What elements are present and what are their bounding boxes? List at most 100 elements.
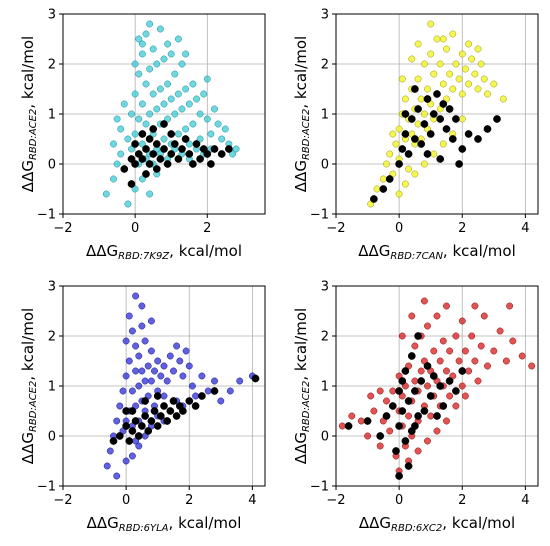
highlight-point: [417, 140, 426, 148]
highlight-point: [385, 175, 394, 183]
scatter-point: [389, 387, 397, 395]
scatter-point: [383, 160, 390, 168]
highlight-point: [401, 367, 410, 375]
highlight-point: [423, 362, 432, 370]
scatter-point: [146, 20, 154, 28]
highlight-point: [147, 417, 156, 425]
scatter-point: [147, 317, 155, 325]
scatter-point: [411, 170, 419, 178]
scatter-point: [465, 40, 473, 48]
scatter-point: [496, 327, 504, 335]
scatter-point: [135, 70, 143, 78]
highlight-point: [167, 130, 176, 138]
scatter-point: [138, 322, 146, 330]
highlight-point: [436, 115, 445, 123]
x-axis-label: ΔΔGRBD:7CAN, kcal/mol: [358, 242, 516, 262]
scatter-point: [138, 302, 146, 310]
scatter-point: [449, 30, 457, 38]
x-tick-label: 2: [185, 493, 193, 508]
highlight-point: [189, 160, 197, 168]
scatter-point: [141, 337, 149, 345]
scatter-point: [474, 377, 482, 385]
y-axis-label-unit: , kcal/mol: [19, 36, 37, 109]
highlight-point: [131, 417, 140, 425]
scatter-point: [506, 302, 514, 310]
highlight-point: [407, 115, 416, 123]
highlight-point: [407, 352, 416, 360]
highlight-point: [225, 145, 233, 153]
scatter-point: [367, 392, 375, 400]
highlight-point: [452, 115, 460, 123]
scatter-point: [398, 332, 406, 340]
scatter-point: [386, 150, 394, 158]
highlight-point: [404, 150, 413, 158]
scatter-point: [122, 457, 130, 465]
scatter-point: [401, 95, 409, 103]
highlight-point: [115, 432, 124, 440]
highlight-point: [401, 437, 410, 445]
highlight-point: [433, 412, 441, 420]
scatter-point: [171, 110, 179, 118]
scatter-point: [455, 75, 463, 83]
scatter-point: [443, 45, 450, 53]
x-tick-label: 4: [521, 493, 529, 508]
highlight-point: [125, 437, 134, 445]
scatter-point: [160, 55, 168, 63]
scatter-point: [103, 462, 111, 470]
scatter-point: [458, 90, 466, 98]
scatter-point: [174, 130, 182, 138]
highlight-point: [398, 407, 407, 415]
scatter-point: [229, 150, 236, 158]
scatter-point: [138, 367, 146, 375]
highlight-point: [483, 125, 492, 133]
scatter-point: [160, 135, 168, 143]
scatter-point: [226, 387, 234, 395]
scatter-point: [128, 452, 136, 460]
highlight-point: [145, 135, 154, 143]
highlight-point: [152, 165, 161, 173]
highlight-point: [153, 392, 162, 400]
highlight-point: [138, 155, 147, 163]
scatter-point: [132, 367, 140, 375]
highlight-point: [404, 462, 413, 470]
highlight-point: [203, 150, 212, 158]
highlight-point: [414, 105, 422, 113]
y-axis-label-unit: , kcal/mol: [292, 308, 310, 381]
data-points: [102, 20, 240, 208]
scatter-point: [424, 85, 431, 93]
scatter-point: [196, 135, 204, 143]
scatter-point: [120, 100, 128, 108]
scatter-point: [452, 60, 460, 68]
scatter-point: [170, 367, 177, 375]
x-tick-label: 0: [122, 493, 130, 508]
scatter-point: [142, 30, 150, 38]
scatter-point: [446, 347, 454, 355]
highlight-point: [150, 407, 159, 415]
scatter-point: [182, 347, 190, 355]
y-tick-label: 2: [48, 330, 56, 345]
scatter-point: [122, 372, 130, 380]
highlight-point: [185, 150, 194, 158]
scatter-point: [147, 347, 155, 355]
highlight-point: [429, 372, 438, 380]
scatter-point: [370, 407, 378, 415]
scatter-point: [461, 392, 469, 400]
y-tick-label: −1: [310, 208, 329, 223]
x-axis-label-subscript: RBD:6YLA: [119, 523, 169, 534]
scatter-point: [427, 20, 435, 28]
y-axis-label-main: ΔΔG: [19, 160, 37, 192]
scatter-point: [455, 357, 463, 365]
highlight-point: [455, 160, 463, 168]
scatter-point: [439, 337, 447, 345]
scatter-point: [480, 75, 488, 83]
scatter-point: [379, 175, 387, 183]
highlight-point: [178, 145, 186, 153]
highlight-point: [458, 145, 467, 153]
highlight-point: [179, 407, 187, 415]
scatter-point: [357, 417, 365, 425]
x-axis-label-main: ΔΔG: [87, 514, 119, 532]
scatter-point: [439, 140, 447, 148]
